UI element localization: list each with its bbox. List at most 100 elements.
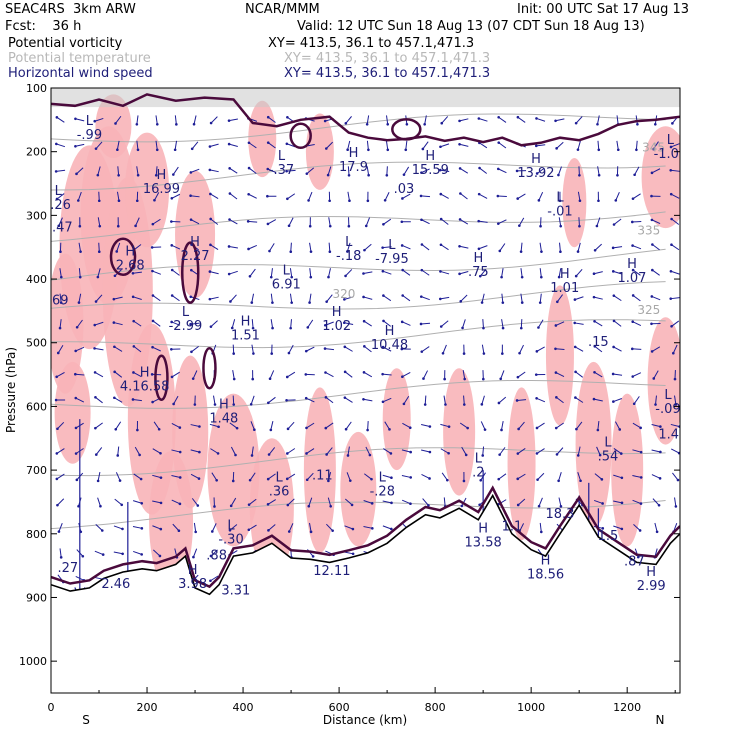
wind-arrow-head [309, 250, 313, 253]
wind-arrow [208, 270, 219, 275]
wind-arrow [170, 268, 180, 276]
wind-arrow [135, 115, 139, 126]
wind-arrow [363, 345, 372, 353]
wind-arrow-shaft [171, 499, 181, 505]
wind-arrow-head [593, 319, 596, 323]
wind-arrow-shaft [249, 268, 256, 277]
wind-arrow-head [535, 426, 539, 430]
wind-arrow-head [209, 217, 212, 221]
wind-arrow [516, 115, 526, 123]
wind-arrow-head [113, 396, 116, 400]
wind-arrow-head [557, 173, 560, 177]
wind-arrow-shaft [536, 397, 546, 403]
pv-closed-contour [180, 241, 200, 304]
theta-contour [51, 500, 666, 530]
wind-arrow [344, 551, 355, 556]
wind-arrow-shaft [364, 473, 372, 480]
wind-arrow-shaft [672, 472, 679, 481]
wind-arrow-head [497, 477, 501, 481]
wind-arrow-head [170, 347, 173, 351]
wind-arrow-shaft [672, 344, 678, 354]
pv-extremum-value: 15.59 [412, 163, 449, 178]
wind-arrow-head [232, 377, 236, 381]
wind-arrow-head [324, 371, 327, 374]
wind-arrow [309, 522, 313, 534]
wind-arrow [228, 167, 238, 174]
wind-arrow [518, 344, 524, 355]
wind-arrow-head [230, 326, 234, 330]
wind-arrow-head [267, 529, 270, 532]
wind-arrow [596, 115, 600, 126]
wind-arrow-head [251, 377, 255, 381]
pv-closed-contour [289, 122, 312, 150]
wind-arrow [209, 575, 219, 583]
wind-arrow-head [266, 194, 269, 198]
wind-arrow-head [400, 347, 404, 351]
wind-arrow-head [247, 528, 251, 532]
wind-arrow-head [385, 173, 389, 177]
wind-arrow-shaft [344, 397, 353, 403]
wind-arrow [597, 166, 601, 177]
wind-arrow-shaft [344, 498, 353, 506]
wind-arrow [382, 319, 391, 327]
wind-arrow [497, 396, 507, 405]
wind-arrow-shaft [385, 140, 389, 150]
wind-arrow-shaft [461, 497, 467, 507]
wind-arrow-head [55, 452, 59, 455]
wind-arrow-head [57, 530, 61, 533]
wind-arrow-shaft [674, 395, 677, 405]
wind-arrow [497, 115, 507, 123]
wind-arrow-shaft [463, 395, 465, 405]
wind-arrow-head [409, 476, 413, 479]
wind-arrow [93, 371, 104, 378]
wind-arrow-head [309, 530, 313, 534]
pv-extremum-value: 2.27 [181, 249, 210, 264]
wind-arrow [213, 497, 216, 508]
wind-arrow-head [55, 197, 59, 201]
pv-extremum-value: .36 [269, 485, 290, 500]
wind-arrow [482, 319, 485, 330]
wind-arrow-head [669, 269, 673, 273]
wind-arrow-head [400, 244, 404, 247]
wind-arrow-head [537, 504, 541, 508]
wind-arrow [443, 370, 446, 381]
wind-arrow [170, 320, 181, 326]
wind-arrow-head [381, 345, 385, 349]
wind-arrow [57, 523, 63, 533]
wind-arrow [209, 423, 220, 429]
wind-arrow-shaft [401, 475, 411, 478]
wind-arrow [97, 217, 102, 228]
wind-arrow [171, 449, 182, 454]
wind-arrow-shaft [539, 268, 542, 278]
wind-arrow-shaft [232, 370, 235, 380]
wind-arrow-shaft [132, 500, 142, 504]
wind-arrow [539, 217, 542, 228]
wind-arrow-shaft [78, 268, 81, 278]
wind-arrow-head [444, 403, 447, 406]
wind-arrow-head [501, 326, 505, 330]
wind-arrow-head [136, 428, 139, 432]
wind-arrow-shaft [674, 497, 677, 507]
wind-arrow-head [480, 403, 484, 406]
wind-arrow-shaft [251, 344, 254, 354]
wind-arrow-head [140, 501, 144, 505]
wind-arrow-head [458, 272, 461, 276]
wind-arrow-head [177, 529, 181, 533]
pv-low-marker: L [227, 518, 235, 533]
wind-arrow [534, 144, 546, 148]
pv-extremum-value: -.26 [46, 198, 71, 213]
wind-arrow-shaft [232, 395, 235, 405]
wind-arrow-shaft [328, 268, 331, 278]
wind-arrow [228, 524, 238, 532]
wind-arrow [209, 217, 219, 225]
wind-arrow-shaft [190, 449, 200, 453]
wind-arrow-head [574, 121, 578, 125]
wind-arrow-head [57, 224, 61, 228]
wind-arrow-shaft [634, 166, 640, 175]
wind-arrow-shaft [517, 193, 526, 200]
wind-arrow-head [658, 477, 662, 480]
wind-arrow-shaft [306, 448, 315, 454]
wind-arrow [651, 268, 660, 276]
wind-arrow-head [117, 173, 120, 177]
wind-arrow [74, 396, 85, 403]
